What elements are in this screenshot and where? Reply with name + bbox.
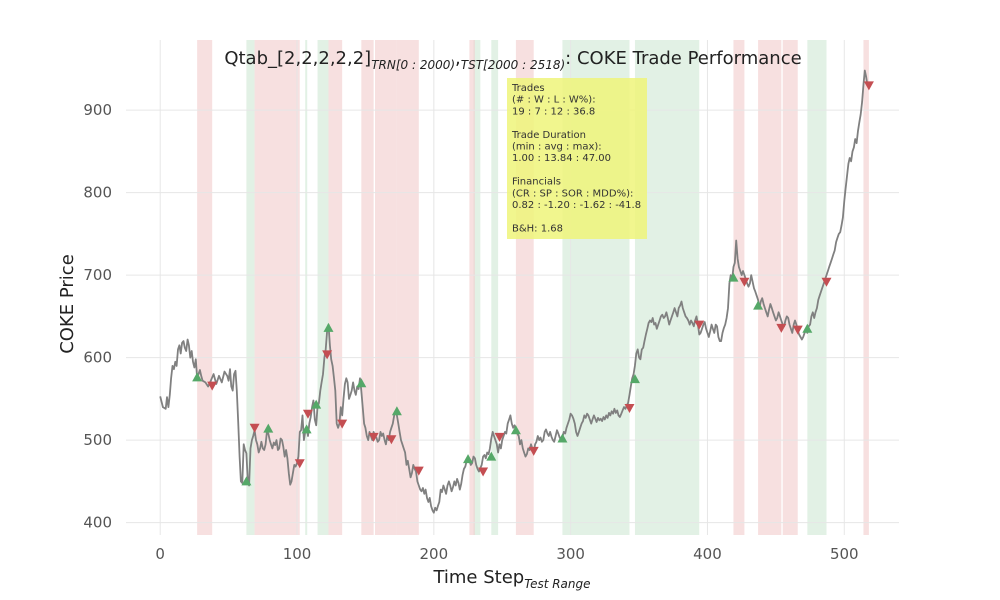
win-region <box>807 40 827 535</box>
y-axis-label: COKE Price <box>57 254 78 354</box>
stats-box: Trades(# : W : L : W%):19 : 7 : 12 : 36.… <box>507 78 647 239</box>
stats-line: (min : avg : max): <box>512 142 602 153</box>
sell-marker <box>863 81 874 91</box>
sell-marker <box>386 435 397 445</box>
sell-marker <box>302 409 313 419</box>
buy-marker <box>192 372 203 382</box>
y-tick-label: 400 <box>83 514 112 532</box>
buy-marker <box>391 406 402 416</box>
stats-line: Trades <box>511 83 545 94</box>
sell-marker <box>739 277 750 287</box>
win-region <box>491 40 499 535</box>
win-region <box>246 40 255 535</box>
y-tick-label: 800 <box>83 184 112 202</box>
buy-marker <box>753 300 764 310</box>
sell-marker <box>207 381 218 391</box>
x-tick-label: 500 <box>830 545 859 563</box>
buy-marker <box>486 451 497 461</box>
loss-region <box>361 40 374 535</box>
sell-marker <box>413 466 424 476</box>
loss-region <box>758 40 782 535</box>
loss-region <box>197 40 213 535</box>
buy-marker <box>463 454 474 464</box>
sell-marker <box>792 325 803 335</box>
grid-layer <box>126 40 899 535</box>
stats-line: (# : W : L : W%): <box>512 95 596 106</box>
win-region <box>473 40 481 535</box>
buy-marker <box>311 399 322 409</box>
loss-region <box>469 40 475 535</box>
buy-marker <box>629 374 640 384</box>
win-region <box>305 40 308 535</box>
loss-region <box>254 40 300 535</box>
loss-region <box>733 40 745 535</box>
sell-marker <box>294 459 305 469</box>
y-tick-label: 700 <box>83 266 112 284</box>
buy-marker <box>301 424 312 434</box>
stats-line: 1.00 : 13.84 : 47.00 <box>512 153 611 164</box>
y-tick-label: 900 <box>83 101 112 119</box>
buy-marker <box>356 378 367 388</box>
buy-marker <box>557 433 568 443</box>
stats-line: 19 : 7 : 12 : 36.8 <box>512 106 595 117</box>
trade-marker-layer <box>192 81 874 486</box>
stats-line: B&H: 1.68 <box>512 223 563 234</box>
sell-marker <box>528 446 539 456</box>
stats-line: 0.82 : -1.20 : -1.62 : -41.8 <box>512 200 641 211</box>
x-tick-label: 300 <box>556 545 585 563</box>
loss-region <box>782 40 798 535</box>
buy-marker <box>510 425 521 435</box>
sell-marker <box>322 350 333 360</box>
stats-line: Trade Duration <box>511 130 586 141</box>
stats-box-background <box>507 78 647 239</box>
buy-marker <box>323 322 334 332</box>
buy-marker <box>728 272 739 282</box>
stats-line: (CR : SP : SOR : MDD%): <box>512 188 633 199</box>
buy-marker <box>263 423 274 433</box>
stats-line: Financials <box>512 177 561 188</box>
sell-marker <box>249 423 260 433</box>
price-line <box>159 69 870 514</box>
sell-marker <box>337 419 348 429</box>
price-series-layer <box>159 69 870 514</box>
loss-region <box>328 40 343 535</box>
loss-region <box>375 40 397 535</box>
sell-marker <box>694 320 705 330</box>
buy-marker <box>241 476 252 486</box>
y-tick-label: 500 <box>83 431 112 449</box>
sell-marker <box>776 323 787 333</box>
win-region <box>317 40 329 535</box>
loss-region <box>396 40 419 535</box>
tick-label-layer: 0 100 200 300 400 500 400 500 600 700 800 900 <box>83 101 858 563</box>
sell-marker <box>821 277 832 287</box>
loss-region <box>863 40 869 535</box>
x-axis-label: Time StepTest Range <box>432 567 590 591</box>
sell-marker <box>368 432 379 442</box>
y-tick-label: 600 <box>83 349 112 367</box>
chart-title: Qtab_[2,2,2,2,2]TRN[0 : 2000),TST[2000 :… <box>224 48 801 72</box>
x-tick-label: 400 <box>693 545 722 563</box>
sell-marker <box>494 432 505 442</box>
x-tick-label: 100 <box>283 545 312 563</box>
sell-marker <box>478 467 489 477</box>
x-tick-label: 200 <box>420 545 449 563</box>
x-tick-label: 0 <box>155 545 165 563</box>
buy-marker <box>802 323 813 333</box>
sell-marker <box>624 403 635 413</box>
